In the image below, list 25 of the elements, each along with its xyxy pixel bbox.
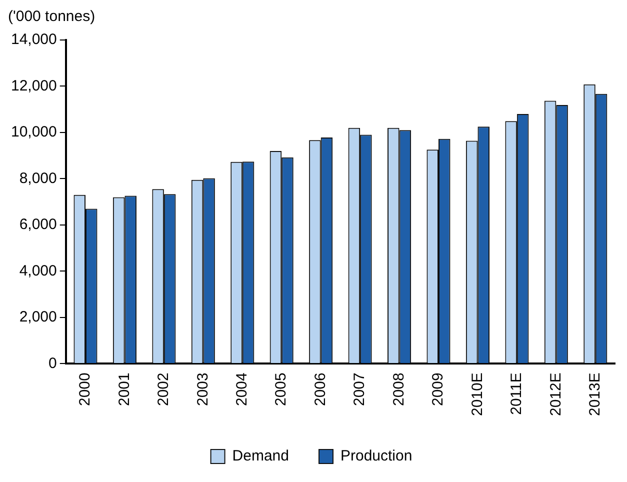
x-tick-label: 2010E bbox=[468, 372, 486, 416]
x-tick-label: 2000 bbox=[76, 372, 94, 406]
y-tick-label: 10,000 bbox=[10, 124, 57, 141]
x-tick-label: 2002 bbox=[155, 372, 172, 406]
x-tick-label: 2011E bbox=[508, 372, 526, 415]
x-tick-label: 2001 bbox=[116, 372, 133, 406]
y-tick-label: 6,000 bbox=[19, 216, 57, 234]
x-tick-label: 2005 bbox=[272, 372, 290, 406]
x-tick-label: 2008 bbox=[390, 372, 408, 406]
y-tick-label: 0 bbox=[48, 354, 57, 372]
x-tick-label: 2009 bbox=[430, 372, 447, 406]
x-tick-label: 2004 bbox=[234, 372, 251, 406]
x-tick-label: 2012E bbox=[547, 372, 564, 416]
legend-label: Production bbox=[340, 448, 412, 465]
x-tick-label: 2003 bbox=[194, 372, 212, 406]
y-tick-label: 12,000 bbox=[10, 77, 57, 94]
y-tick-label: 8,000 bbox=[19, 170, 57, 187]
y-tick-label: 14,000 bbox=[10, 31, 57, 48]
y-axis-title: ('000 tonnes) bbox=[8, 8, 96, 26]
x-tick-label: 2013E bbox=[586, 372, 604, 416]
legend-label: Demand bbox=[232, 448, 289, 465]
y-tick-label: 2,000 bbox=[19, 308, 57, 326]
y-tick-label: 4,000 bbox=[19, 262, 57, 280]
x-tick-label: 2006 bbox=[312, 372, 329, 406]
x-tick-label: 2007 bbox=[351, 372, 368, 406]
